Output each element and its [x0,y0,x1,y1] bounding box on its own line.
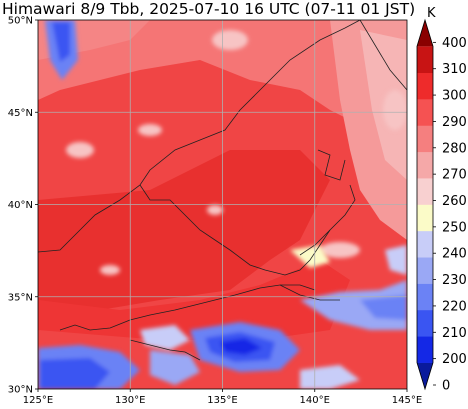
colorbar-bin [417,151,433,179]
colorbar-tick-label: 250 [442,220,467,235]
colorbar-tick-label: 400 [442,36,467,51]
colorbar-bin [417,283,433,311]
lon-tick-label: 135°E [207,395,237,406]
lon-tick-label: 130°E [115,395,145,406]
colorbar-bin [417,230,433,258]
map-title: Himawari 8/9 Tbb, 2025-07-10 16 UTC (07-… [2,0,416,18]
coastlines [38,20,407,361]
colorbar-tick-label: 230 [442,273,467,288]
colorbar-tick-label: 220 [442,299,467,314]
colorbar-tick-label: 0 [442,379,450,394]
longitude-ticks: 125°E 130°E 135°E 140°E 145°E [23,389,422,406]
colorbar: 0 200 210 220 230 240 250 260 270 280 290 300 310 400 [416,18,467,394]
lat-tick-label: 50°N [8,16,33,27]
colorbar-bin [417,46,433,74]
colorbar-bin [417,257,433,284]
colorbar-bin [417,204,433,232]
colorbar-tick-label: 300 [442,89,467,104]
colorbar-bin [417,178,433,205]
colorbar-bin [417,125,433,153]
lon-tick-label: 140°E [300,395,330,406]
lat-tick-label: 35°N [8,292,33,303]
colorbar-bin [417,99,433,126]
colorbar-tick-label: 260 [442,194,467,209]
colorbar-tick-label: 280 [442,141,467,156]
lon-tick-label: 125°E [23,395,53,406]
brightness-temperature-field [38,20,407,389]
colorbar-tick-label: 310 [442,62,467,77]
lon-tick-label: 145°E [392,395,422,406]
lat-tick-label: 30°N [8,385,33,396]
colorbar-unit: K [427,6,436,21]
colorbar-tick-label: 240 [442,247,467,262]
colorbar-bin [417,72,433,100]
colorbar-tick-label: 210 [442,326,467,341]
colorbar-bin [417,309,433,337]
lat-tick-label: 45°N [8,108,33,119]
lat-tick-label: 40°N [8,200,33,211]
colorbar-tick-label: 200 [442,352,467,367]
colorbar-bin [417,20,433,47]
latitude-ticks: 30°N 35°N 40°N 45°N 50°N [8,16,38,396]
colorbar-tick-label: 270 [442,168,467,183]
gridlines [38,20,407,389]
colorbar-bin [417,336,433,363]
colorbar-outline [416,18,434,391]
colorbar-tick-label: 290 [442,115,467,130]
colorbar-bin [417,362,433,389]
